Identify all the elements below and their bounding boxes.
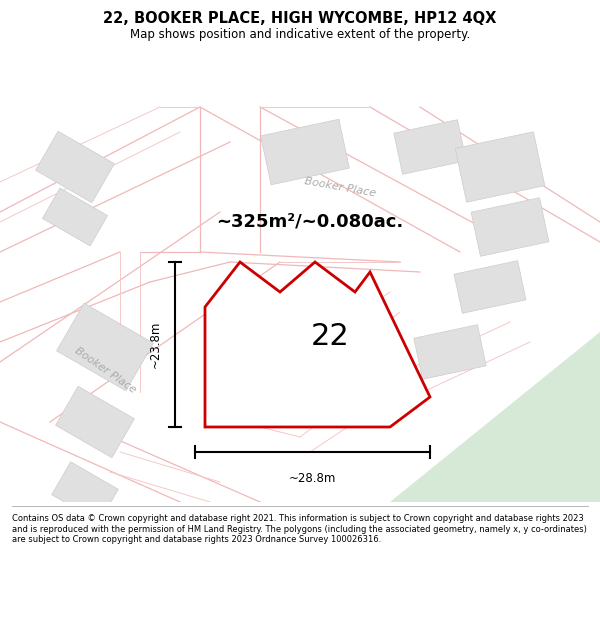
Polygon shape (35, 131, 115, 202)
Polygon shape (205, 262, 430, 427)
Polygon shape (56, 386, 134, 458)
Polygon shape (414, 325, 486, 379)
Text: Booker Place: Booker Place (73, 345, 137, 395)
Polygon shape (52, 462, 118, 522)
Polygon shape (471, 198, 549, 256)
Text: Contains OS data © Crown copyright and database right 2021. This information is : Contains OS data © Crown copyright and d… (12, 514, 587, 544)
Polygon shape (455, 132, 545, 202)
Text: Map shows position and indicative extent of the property.: Map shows position and indicative extent… (130, 28, 470, 41)
Polygon shape (394, 120, 466, 174)
Polygon shape (43, 188, 107, 246)
Text: 22: 22 (311, 322, 349, 351)
Text: 22, BOOKER PLACE, HIGH WYCOMBE, HP12 4QX: 22, BOOKER PLACE, HIGH WYCOMBE, HP12 4QX (103, 11, 497, 26)
Polygon shape (260, 119, 349, 185)
Polygon shape (56, 303, 154, 391)
Text: ~23.8m: ~23.8m (149, 321, 161, 368)
Polygon shape (454, 261, 526, 313)
Text: Booker Place: Booker Place (304, 176, 377, 198)
Text: ~28.8m: ~28.8m (289, 472, 336, 485)
Polygon shape (390, 332, 600, 502)
Text: ~325m²/~0.080ac.: ~325m²/~0.080ac. (217, 213, 404, 231)
